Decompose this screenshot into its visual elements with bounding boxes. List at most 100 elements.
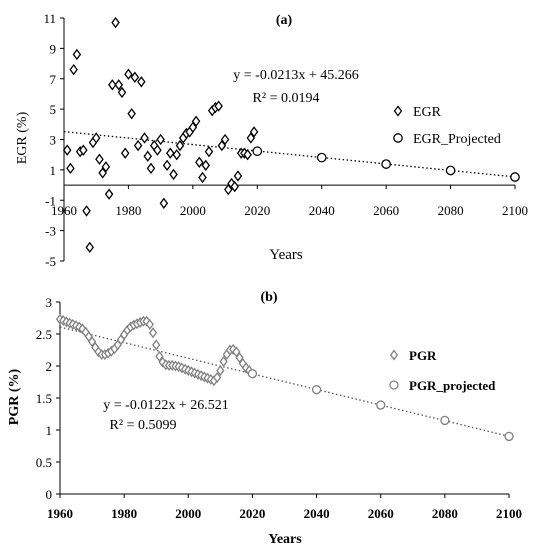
egr-data-point bbox=[191, 115, 201, 127]
y-tick-label: 0.5 bbox=[36, 455, 52, 470]
legend-pgr-projected-label: PGR_projected bbox=[409, 378, 496, 393]
egr-data-point bbox=[72, 48, 82, 61]
pgr-data-point bbox=[232, 346, 241, 358]
egr-data-point bbox=[79, 144, 88, 156]
egr-data-point bbox=[227, 177, 236, 190]
egr-data-point bbox=[162, 159, 172, 172]
pgr-data-point bbox=[213, 372, 222, 384]
egr-data-point bbox=[133, 139, 143, 152]
pgr-projected-point bbox=[247, 369, 258, 379]
egr-data-point bbox=[217, 139, 227, 152]
egr-data-point bbox=[98, 167, 107, 179]
y-tick-label: 7 bbox=[50, 72, 57, 87]
panel-a-legend: EGR EGR_Projected bbox=[393, 105, 501, 147]
egr-data-point bbox=[137, 76, 146, 88]
y-tick-label: -1 bbox=[45, 193, 56, 208]
egr-data-point bbox=[120, 147, 130, 159]
x-tick-label: 2040 bbox=[309, 203, 335, 218]
x-tick-label: 2100 bbox=[496, 506, 522, 521]
egr-data-point bbox=[104, 188, 114, 200]
y-tick-label: 3 bbox=[50, 133, 57, 148]
egr-projected-point bbox=[445, 165, 456, 176]
egr-data-point bbox=[195, 156, 204, 168]
panel-a-equation: y = -0.0213x + 45.266 bbox=[233, 68, 358, 83]
egr-data-point bbox=[249, 126, 259, 138]
egr-data-point bbox=[143, 150, 153, 162]
panel-b-y-axis-title: PGR (%) bbox=[7, 368, 22, 425]
egr-data-point bbox=[153, 144, 162, 156]
y-tick-label: 3 bbox=[46, 295, 53, 310]
egr-data-point bbox=[201, 159, 211, 172]
egr-data-point bbox=[101, 161, 111, 173]
egr-data-point bbox=[85, 241, 95, 254]
egr-data-point bbox=[117, 86, 127, 99]
egr-data-point bbox=[246, 132, 256, 144]
egr-data-point bbox=[175, 139, 185, 152]
x-tick-label: 2080 bbox=[432, 506, 458, 521]
y-tick-label: 0 bbox=[46, 487, 53, 502]
pgr-trendline bbox=[59, 326, 510, 437]
panel-a-label: (a) bbox=[276, 13, 293, 28]
x-tick-label: 2000 bbox=[175, 506, 201, 521]
legend-pgr-label: PGR bbox=[409, 348, 437, 363]
pgr-projected-point bbox=[504, 431, 514, 442]
egr-data-point bbox=[233, 170, 243, 182]
y-tick-label: 2 bbox=[46, 359, 53, 374]
egr-data-point bbox=[108, 79, 117, 91]
egr-data-point bbox=[114, 79, 124, 91]
egr-data-point bbox=[220, 133, 230, 146]
pgr-data-point bbox=[219, 356, 228, 368]
egr-data-point bbox=[159, 197, 169, 209]
panel-a-chart: (a) 11 9 7 5 3 1 -1 -3 -5 1960 1980 2000 2020 2040 206… bbox=[15, 11, 528, 269]
egr-data-point bbox=[204, 145, 214, 158]
panel-b-r-squared: R² = 0.5099 bbox=[110, 418, 177, 433]
x-tick-label: 2080 bbox=[438, 203, 464, 218]
y-tick-label: 1 bbox=[50, 163, 57, 178]
egr-data-point bbox=[146, 162, 156, 175]
egr-data-point bbox=[66, 162, 75, 175]
egr-data-point bbox=[224, 183, 233, 196]
y-tick-label: 9 bbox=[50, 41, 57, 56]
pgr-data-point bbox=[87, 336, 97, 348]
panel-b-chart: (b) 3 2.5 2 1.5 1 0.5 0 1960 1980 2000 2020 2040 206… bbox=[7, 290, 522, 547]
panel-b-legend: PGR PGR_projected bbox=[389, 348, 496, 393]
x-tick-label: 1960 bbox=[51, 203, 77, 218]
panel-b-label: (b) bbox=[260, 290, 277, 305]
x-tick-label: 1980 bbox=[111, 506, 137, 521]
egr-data-point bbox=[62, 144, 72, 156]
pgr-projected-point bbox=[311, 385, 322, 395]
x-tick-label: 1980 bbox=[115, 203, 141, 218]
egr-projected-point bbox=[510, 172, 520, 182]
egr-data-point bbox=[188, 121, 198, 134]
egr-data-point bbox=[127, 107, 136, 120]
egr-data-point bbox=[172, 149, 182, 161]
legend-egr-label: EGR bbox=[413, 105, 442, 120]
egr-legend-marker bbox=[393, 105, 403, 117]
egr-data-point bbox=[69, 63, 78, 76]
egr-data-point bbox=[111, 16, 120, 29]
x-tick-label: 2000 bbox=[180, 203, 206, 218]
pgr-data-point bbox=[235, 352, 244, 364]
egr-projected-point bbox=[381, 159, 391, 169]
y-tick-label: 11 bbox=[43, 11, 56, 26]
egr-data-point bbox=[130, 71, 140, 83]
y-tick-label: 1.5 bbox=[36, 391, 52, 406]
pgr-legend-marker bbox=[389, 349, 399, 361]
x-tick-label: 2060 bbox=[368, 506, 394, 521]
egr-projected-point bbox=[316, 152, 327, 163]
x-tick-label: 2100 bbox=[502, 203, 528, 218]
egr-data-point bbox=[169, 168, 178, 181]
pgr-data-point bbox=[152, 339, 161, 351]
x-tick-label: 2020 bbox=[239, 506, 265, 521]
x-tick-label: 2060 bbox=[373, 203, 399, 218]
egr-projected-point bbox=[252, 146, 263, 157]
egr-data-point bbox=[95, 153, 104, 165]
pgr-projected-legend-marker bbox=[389, 380, 399, 390]
y-tick-label: 1 bbox=[46, 423, 53, 438]
panel-b-x-axis-title: Years bbox=[268, 532, 302, 547]
egr-data-point bbox=[82, 205, 91, 217]
pgr-data-point bbox=[216, 364, 225, 376]
egr-data-point bbox=[214, 100, 223, 112]
pgr-data-point bbox=[148, 327, 158, 339]
